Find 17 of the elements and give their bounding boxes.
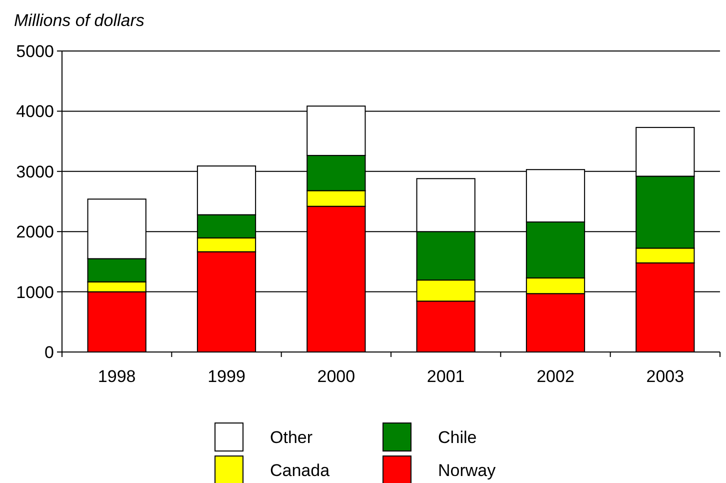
y-axis-title: Millions of dollars [14, 11, 145, 30]
legend-label: Other [270, 428, 313, 447]
x-tick-label: 1998 [98, 367, 136, 386]
x-tick-label: 2002 [536, 367, 574, 386]
x-tick-label: 2001 [426, 367, 465, 386]
legend-label: Chile [438, 428, 477, 447]
y-tick-label: 5000 [16, 42, 54, 61]
x-tick-label: 2000 [317, 367, 356, 386]
y-tick-label: 2000 [16, 222, 54, 242]
legend-label: Norway [438, 460, 496, 480]
y-tick-label: 3000 [16, 162, 54, 182]
y-tick-label: 0 [44, 342, 54, 362]
y-tick-label: 4000 [16, 102, 54, 122]
x-tick-label: 2003 [646, 367, 684, 386]
x-tick-label: 1999 [208, 367, 246, 386]
legend-label: Canada [270, 460, 330, 480]
y-tick-label: 1000 [16, 282, 54, 302]
